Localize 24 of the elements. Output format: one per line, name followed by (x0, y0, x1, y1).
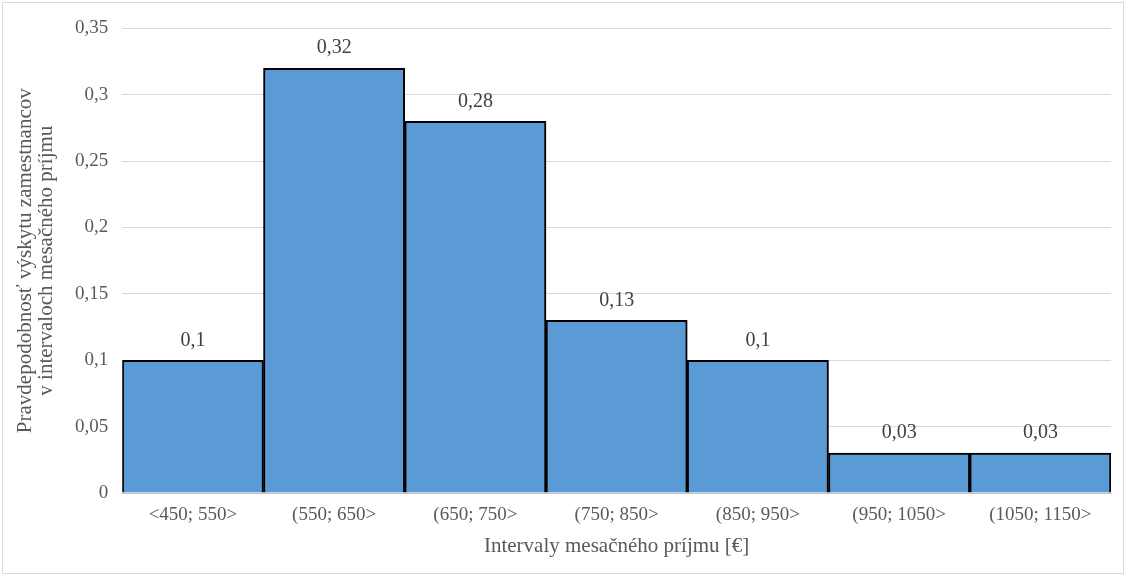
y-tick-label: 0,1 (84, 348, 109, 370)
x-tick-label: (550; 650> (292, 503, 377, 526)
x-tick-label: (1050; 1150> (989, 503, 1092, 526)
data-label: 0,28 (457, 88, 493, 111)
x-axis-title: Intervaly mesačného príjmu [€] (483, 532, 750, 557)
data-label: 0,03 (881, 420, 917, 443)
y-tick-label: 0,05 (75, 414, 109, 436)
y-tick-label: 0,15 (75, 281, 109, 303)
data-label: 0,32 (316, 35, 352, 58)
data-label: 0,1 (745, 327, 771, 350)
data-label: 0,1 (180, 327, 206, 350)
y-tick-label: 0 (98, 480, 109, 502)
x-tick-label: (950; 1050> (852, 503, 946, 526)
y-tick-label: 0,3 (84, 82, 109, 104)
x-tick-label: (850; 950> (715, 503, 800, 526)
y-tick-label: 0,35 (75, 16, 109, 38)
x-tick-label: <450; 550> (148, 503, 238, 525)
x-tick-label: (750; 850> (574, 503, 659, 526)
x-tick-label: (650; 750> (433, 503, 518, 526)
data-label: 0,13 (599, 287, 635, 310)
y-tick-label: 0,2 (84, 215, 109, 237)
y-tick-label: 0,25 (75, 149, 109, 171)
y-axis-title: Pravdepodobnosť výskytu zamestnancov v intervaloch mesačného príjmu (12, 87, 58, 434)
data-label: 0,03 (1022, 420, 1058, 443)
